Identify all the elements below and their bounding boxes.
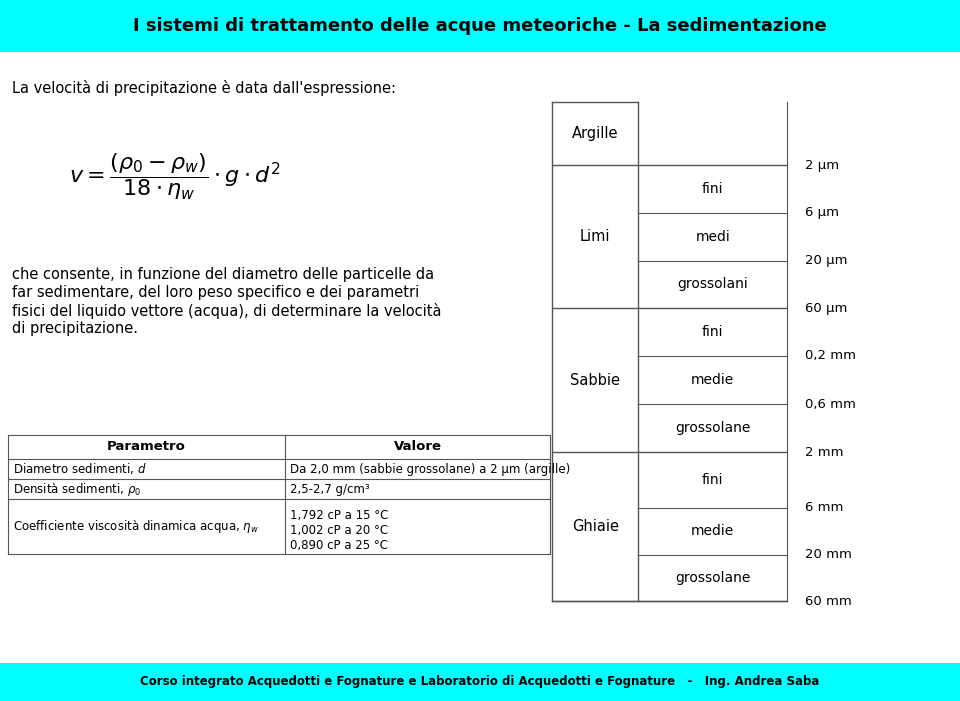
Text: fini: fini bbox=[702, 473, 724, 487]
Text: 1,792 cP a 15 °C: 1,792 cP a 15 °C bbox=[290, 509, 389, 522]
Text: 2 mm: 2 mm bbox=[804, 446, 843, 459]
Text: grossolane: grossolane bbox=[675, 421, 751, 435]
Text: grossolane: grossolane bbox=[675, 571, 751, 585]
Bar bbox=[0, 52, 960, 663]
Text: 20 μm: 20 μm bbox=[804, 254, 848, 267]
Text: far sedimentare, del loro peso specifico e dei parametri: far sedimentare, del loro peso specifico… bbox=[12, 285, 420, 300]
Text: 6 mm: 6 mm bbox=[804, 501, 843, 515]
Text: Coefficiente viscosità dinamica acqua, $\eta_w$: Coefficiente viscosità dinamica acqua, $… bbox=[13, 518, 259, 535]
Text: di precipitazione.: di precipitazione. bbox=[12, 321, 138, 336]
Text: $v = \dfrac{\left(\rho_0 - \rho_w\right)}{18 \cdot \eta_w} \cdot g \cdot d^2$: $v = \dfrac{\left(\rho_0 - \rho_w\right)… bbox=[69, 151, 280, 203]
Text: 20 mm: 20 mm bbox=[804, 548, 852, 561]
Text: 1,002 cP a 20 °C: 1,002 cP a 20 °C bbox=[290, 524, 388, 537]
Text: fisici del liquido vettore (acqua), di determinare la velocità: fisici del liquido vettore (acqua), di d… bbox=[12, 303, 442, 319]
Text: I sistemi di trattamento delle acque meteoriche - La sedimentazione: I sistemi di trattamento delle acque met… bbox=[133, 17, 827, 35]
Text: Densità sedimenti, $\rho_0$: Densità sedimenti, $\rho_0$ bbox=[13, 480, 141, 498]
Text: Valore: Valore bbox=[394, 440, 442, 454]
Text: Parametro: Parametro bbox=[108, 440, 186, 454]
Bar bbox=[0, 0, 960, 52]
Text: Ghiaie: Ghiaie bbox=[572, 519, 618, 534]
Text: fini: fini bbox=[702, 325, 724, 339]
Text: 0,2 mm: 0,2 mm bbox=[804, 350, 855, 362]
Text: Limi: Limi bbox=[580, 229, 611, 244]
Text: medie: medie bbox=[691, 373, 734, 387]
Text: Diametro sedimenti, $d$: Diametro sedimenti, $d$ bbox=[13, 461, 147, 477]
Text: medie: medie bbox=[691, 524, 734, 538]
Text: Da 2,0 mm (sabbie grossolane) a 2 μm (argille): Da 2,0 mm (sabbie grossolane) a 2 μm (ar… bbox=[290, 463, 570, 475]
Text: 60 μm: 60 μm bbox=[804, 301, 847, 315]
Text: che consente, in funzione del diametro delle particelle da: che consente, in funzione del diametro d… bbox=[12, 267, 434, 282]
Text: medi: medi bbox=[695, 230, 731, 244]
Text: fini: fini bbox=[702, 182, 724, 196]
Text: Sabbie: Sabbie bbox=[570, 373, 620, 388]
Text: 0,890 cP a 25 °C: 0,890 cP a 25 °C bbox=[290, 539, 388, 552]
Text: 2,5-2,7 g/cm³: 2,5-2,7 g/cm³ bbox=[290, 482, 370, 496]
Text: Argille: Argille bbox=[572, 126, 618, 141]
Text: 2 μm: 2 μm bbox=[804, 158, 839, 172]
Text: grossolani: grossolani bbox=[678, 278, 748, 292]
Text: La velocità di precipitazione è data dall'espressione:: La velocità di precipitazione è data dal… bbox=[12, 80, 396, 96]
Text: 0,6 mm: 0,6 mm bbox=[804, 398, 855, 411]
Text: 6 μm: 6 μm bbox=[804, 206, 839, 219]
Text: 60 mm: 60 mm bbox=[804, 594, 852, 608]
Text: Corso integrato Acquedotti e Fognature e Laboratorio di Acquedotti e Fognature  : Corso integrato Acquedotti e Fognature e… bbox=[140, 676, 820, 688]
Bar bbox=[0, 663, 960, 701]
